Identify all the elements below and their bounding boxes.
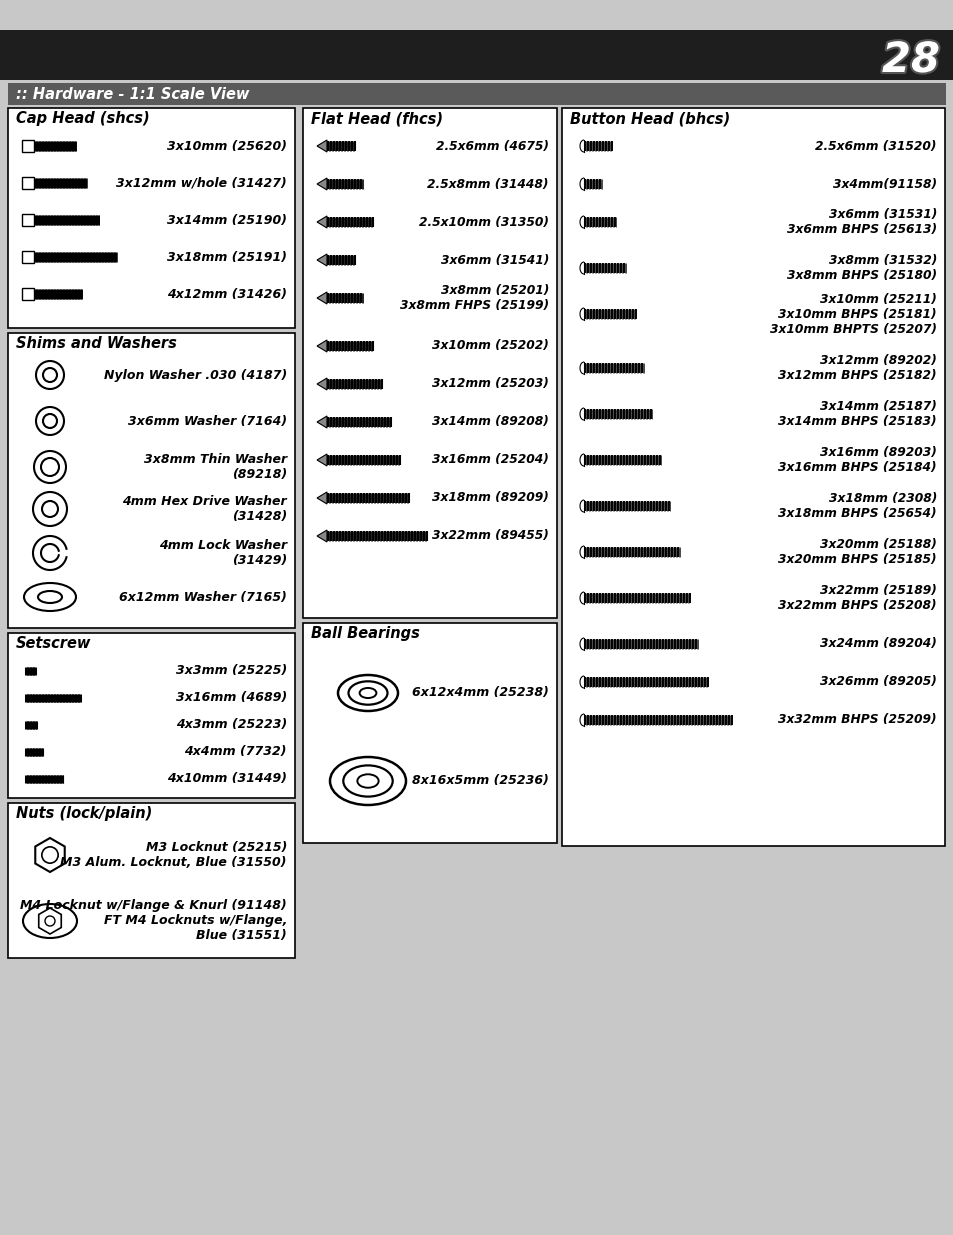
Text: 3x16mm (89203)
3x16mm BHPS (25184): 3x16mm (89203) 3x16mm BHPS (25184) [778,446,936,474]
Text: 4x10mm (31449): 4x10mm (31449) [167,773,287,785]
Text: Button Head (bhcs): Button Head (bhcs) [569,111,729,126]
Bar [22,288,34,300]
Text: 3x12mm (89202)
3x12mm BHPS (25182): 3x12mm (89202) 3x12mm BHPS (25182) [778,354,936,382]
Ellipse shape [23,904,77,939]
Circle shape [45,916,55,926]
Ellipse shape [348,682,387,705]
Text: 3x4mm(91158): 3x4mm(91158) [832,178,936,190]
Text: 3x8mm Thin Washer
(89218): 3x8mm Thin Washer (89218) [144,453,287,480]
Polygon shape [316,178,327,190]
Text: 3x6mm (31531)
3x6mm BHPS (25613): 3x6mm (31531) 3x6mm BHPS (25613) [786,207,936,236]
Polygon shape [39,908,61,934]
Polygon shape [316,340,327,352]
Ellipse shape [38,592,62,603]
Polygon shape [316,216,327,228]
Text: 8x16x5mm (25236): 8x16x5mm (25236) [412,774,548,788]
Text: 3x14mm (89208): 3x14mm (89208) [432,415,548,429]
Polygon shape [316,416,327,429]
Text: 3x10mm (25202): 3x10mm (25202) [432,340,548,352]
Circle shape [43,368,57,382]
Polygon shape [316,454,327,466]
Circle shape [33,492,67,526]
Text: 3x20mm (25188)
3x20mm BHPS (25185): 3x20mm (25188) 3x20mm BHPS (25185) [778,538,936,566]
Text: 3x16mm (25204): 3x16mm (25204) [432,453,548,467]
Text: 3x8mm (31532)
3x8mm BHPS (25180): 3x8mm (31532) 3x8mm BHPS (25180) [786,254,936,282]
Text: 4mm Hex Drive Washer
(31428): 4mm Hex Drive Washer (31428) [122,495,287,522]
Text: Nuts (lock/plain): Nuts (lock/plain) [16,806,152,821]
Text: 6x12x4mm (25238): 6x12x4mm (25238) [412,687,548,699]
Text: 3x22mm (89455): 3x22mm (89455) [432,530,548,542]
Polygon shape [316,291,327,304]
Text: 3x6mm Washer (7164): 3x6mm Washer (7164) [128,415,287,427]
Ellipse shape [337,676,397,711]
Text: 3x32mm BHPS (25209): 3x32mm BHPS (25209) [778,714,936,726]
Text: Setscrew: Setscrew [16,636,91,651]
Text: 3x10mm (25620): 3x10mm (25620) [167,140,287,152]
Text: 3x26mm (89205): 3x26mm (89205) [820,676,936,688]
Polygon shape [316,254,327,266]
Bar [303,107,557,618]
Bar [22,140,34,152]
Polygon shape [35,839,65,872]
Text: 6x12mm Washer (7165): 6x12mm Washer (7165) [119,590,287,604]
Text: Flat Head (fhcs): Flat Head (fhcs) [311,111,442,126]
Text: 3x24mm (89204): 3x24mm (89204) [820,637,936,651]
Ellipse shape [357,774,378,788]
Text: Cap Head (shcs): Cap Head (shcs) [16,111,150,126]
Text: 3x12mm w/hole (31427): 3x12mm w/hole (31427) [116,177,287,189]
Text: 3x8mm (25201)
3x8mm FHPS (25199): 3x8mm (25201) 3x8mm FHPS (25199) [399,284,548,312]
Text: 4x4mm (7732): 4x4mm (7732) [184,746,287,758]
Bar [22,177,34,189]
Text: 3x10mm (25211)
3x10mm BHPS (25181)
3x10mm BHPTS (25207): 3x10mm (25211) 3x10mm BHPS (25181) 3x10m… [769,293,936,336]
Circle shape [41,458,59,475]
Circle shape [36,408,64,435]
Bar [0,30,953,80]
Text: M3 Locknut (25215)
M3 Alum. Locknut, Blue (31550): M3 Locknut (25215) M3 Alum. Locknut, Blu… [60,841,287,869]
Text: 3x3mm (25225): 3x3mm (25225) [175,664,287,678]
Text: 2.5x8mm (31448): 2.5x8mm (31448) [427,178,548,190]
Text: :: Hardware - 1:1 Scale View: :: Hardware - 1:1 Scale View [16,86,249,101]
Circle shape [42,847,58,863]
Text: 4x3mm (25223): 4x3mm (25223) [175,719,287,731]
Text: Nylon Washer .030 (4187): Nylon Washer .030 (4187) [104,368,287,382]
Circle shape [34,451,66,483]
Text: 3x6mm (31541): 3x6mm (31541) [440,253,548,267]
Text: Ball Bearings: Ball Bearings [311,626,419,641]
Text: 3x12mm (25203): 3x12mm (25203) [432,378,548,390]
Bar [303,622,557,844]
Circle shape [42,501,58,517]
Ellipse shape [24,583,76,611]
Bar [8,333,294,629]
Text: 3x18mm (2308)
3x18mm BHPS (25654): 3x18mm (2308) 3x18mm BHPS (25654) [778,492,936,520]
Text: 2.5x6mm (4675): 2.5x6mm (4675) [436,140,548,152]
Text: M4 Locknut w/Flange & Knurl (91148)
FT M4 Locknuts w/Flange,
Blue (31551): M4 Locknut w/Flange & Knurl (91148) FT M… [20,899,287,942]
Ellipse shape [359,688,376,698]
Text: 4x12mm (31426): 4x12mm (31426) [167,288,287,300]
Bar [8,634,294,798]
Polygon shape [316,530,327,542]
Polygon shape [316,140,327,152]
Text: 3x16mm (4689): 3x16mm (4689) [175,692,287,704]
Text: 2.5x6mm (31520): 2.5x6mm (31520) [815,140,936,152]
Ellipse shape [330,757,406,805]
Polygon shape [316,492,327,504]
Text: 3x14mm (25190): 3x14mm (25190) [167,214,287,226]
Text: 2.5x10mm (31350): 2.5x10mm (31350) [418,215,548,228]
Bar [8,83,945,105]
Text: 4mm Lock Washer
(31429): 4mm Lock Washer (31429) [159,538,287,567]
Text: 3x18mm (25191): 3x18mm (25191) [167,251,287,263]
Bar [561,107,944,846]
Text: Shims and Washers: Shims and Washers [16,336,176,351]
Bar [8,803,294,958]
Text: 3x18mm (89209): 3x18mm (89209) [432,492,548,505]
Text: 3x22mm (25189)
3x22mm BHPS (25208): 3x22mm (25189) 3x22mm BHPS (25208) [778,584,936,613]
Polygon shape [316,378,327,390]
Ellipse shape [343,766,393,797]
Bar [8,107,294,329]
Text: 3x14mm (25187)
3x14mm BHPS (25183): 3x14mm (25187) 3x14mm BHPS (25183) [778,400,936,429]
Bar [22,251,34,263]
Text: 28: 28 [882,40,939,82]
Bar [0,0,953,30]
Circle shape [43,414,57,429]
Circle shape [36,361,64,389]
